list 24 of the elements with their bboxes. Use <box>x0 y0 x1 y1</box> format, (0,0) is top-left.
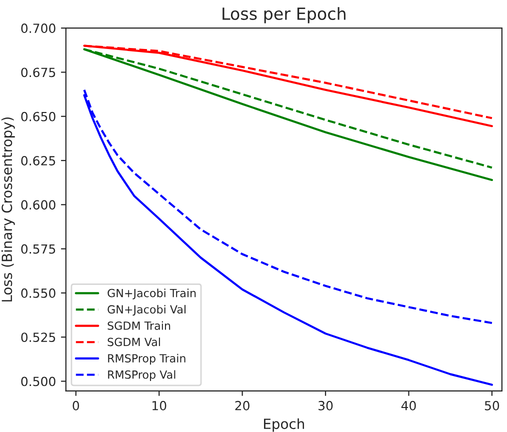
y-tick-label: 0.525 <box>21 332 56 342</box>
y-tick-label: 0.675 <box>21 68 56 78</box>
legend-label: GN+Jacobi Val <box>108 304 186 316</box>
legend-label: SGDM Train <box>108 321 170 330</box>
x-tick-label: 30 <box>318 400 333 410</box>
y-axis-title: Loss (Binary Crossentropy) <box>1 117 15 302</box>
x-tick-label: 20 <box>235 400 250 410</box>
y-tick-label: 0.600 <box>21 200 56 210</box>
legend-label: RMSProp Val <box>108 370 176 381</box>
legend-label: GN+Jacobi Train <box>108 288 196 300</box>
chart-title: Loss per Epoch <box>222 7 346 24</box>
y-tick-label: 0.650 <box>21 112 56 122</box>
y-tick-label: 0.575 <box>21 244 56 254</box>
y-tick-label: 0.500 <box>21 376 56 386</box>
x-tick-label: 40 <box>401 400 416 410</box>
x-tick-label: 0 <box>72 400 80 410</box>
y-tick-label: 0.550 <box>21 288 56 298</box>
x-tick-label: 10 <box>152 400 166 410</box>
legend-label: SGDM Val <box>108 338 160 346</box>
x-axis-title: Epoch <box>264 418 304 432</box>
y-tick-label: 0.625 <box>21 156 56 166</box>
y-tick-label: 0.700 <box>21 24 56 34</box>
x-tick-label: 50 <box>484 400 500 410</box>
legend-label: RMSProp Train <box>108 354 186 365</box>
